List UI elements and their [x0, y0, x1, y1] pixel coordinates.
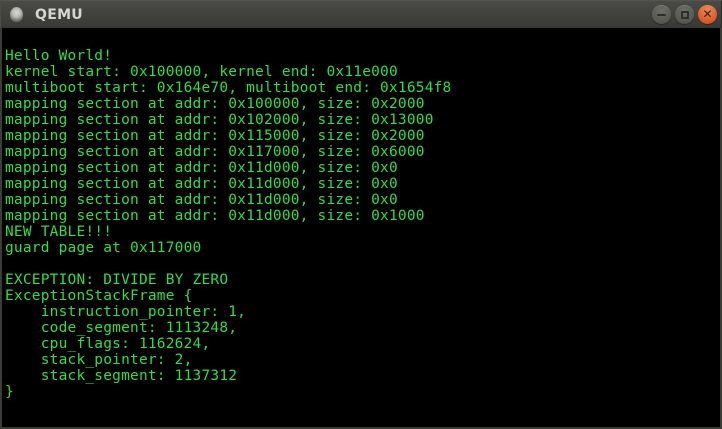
terminal-output-area[interactable]: Hello World! kernel start: 0x100000, kern…	[2, 28, 720, 427]
console-line: Hello World!	[5, 48, 113, 64]
console-line: mapping section at addr: 0x11d000, size:…	[5, 176, 398, 192]
window-titlebar[interactable]: QEMU ✕	[0, 0, 722, 28]
console-line: NEW TABLE!!!	[5, 224, 113, 240]
qemu-app-icon	[10, 7, 23, 22]
minimize-icon	[657, 13, 666, 16]
console-line: mapping section at addr: 0x11d000, size:…	[5, 160, 398, 176]
console-line: EXCEPTION: DIVIDE BY ZERO	[5, 272, 229, 288]
console-line: mapping section at addr: 0x11d000, size:…	[5, 192, 398, 208]
console-line: mapping section at addr: 0x102000, size:…	[5, 112, 434, 128]
console-line: kernel start: 0x100000, kernel end: 0x11…	[5, 64, 398, 80]
console-line: stack_segment: 1137312	[5, 368, 238, 384]
console-line: mapping section at addr: 0x11d000, size:…	[5, 208, 425, 224]
console-line	[5, 256, 720, 272]
console-line: multiboot start: 0x164e70, multiboot end…	[5, 80, 452, 96]
console-line-list: Hello World! kernel start: 0x100000, kern…	[5, 48, 720, 400]
maximize-icon	[680, 10, 689, 19]
minimize-button[interactable]	[652, 5, 671, 24]
console-line: cpu_flags: 1162624,	[5, 336, 211, 352]
maximize-button[interactable]	[675, 5, 694, 24]
window-title: QEMU	[35, 6, 83, 23]
console-line: mapping section at addr: 0x115000, size:…	[5, 128, 425, 144]
close-button[interactable]: ✕	[698, 5, 717, 24]
console-line: stack_pointer: 2,	[5, 352, 193, 368]
console-line: instruction_pointer: 1,	[5, 304, 247, 320]
close-icon: ✕	[702, 7, 713, 21]
console-line: guard page at 0x117000	[5, 240, 202, 256]
console-line: code_segment: 1113248,	[5, 320, 238, 336]
console-line: ExceptionStackFrame {	[5, 288, 193, 304]
console-line: mapping section at addr: 0x117000, size:…	[5, 144, 425, 160]
console-line: }	[5, 384, 14, 400]
console-line: mapping section at addr: 0x100000, size:…	[5, 96, 425, 112]
